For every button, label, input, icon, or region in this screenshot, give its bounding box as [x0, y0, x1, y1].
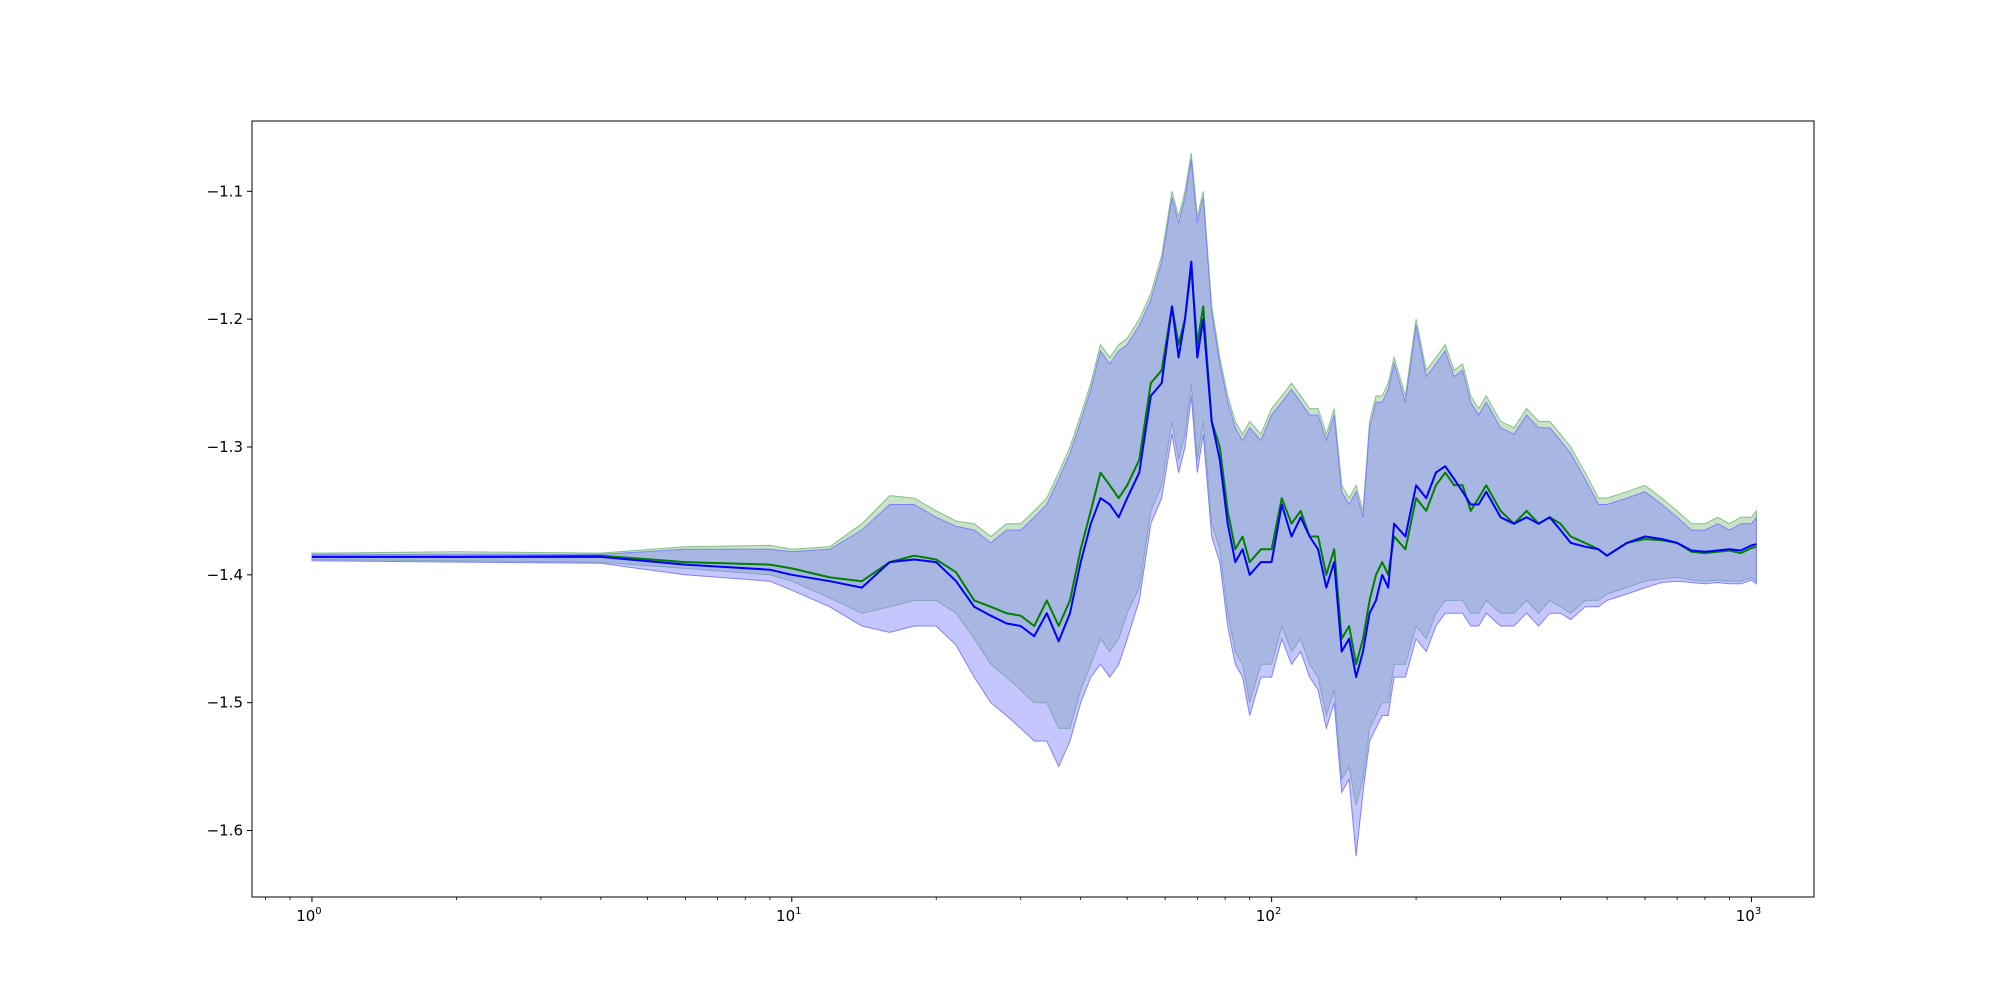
- green-series-line: [312, 267, 1757, 666]
- blue-series-line: [312, 260, 1757, 679]
- x-axis: 100 101 102 103: [265, 897, 1761, 925]
- y-tick-label: −1.5: [207, 694, 243, 712]
- confidence-bands: [311, 152, 1757, 857]
- x-tick-label: 103: [1736, 906, 1761, 925]
- plot-area-frame: [251, 120, 1815, 898]
- y-tick-label: −1.1: [207, 182, 243, 200]
- blue-confidence-band: [311, 159, 1757, 857]
- y-tick-label: −1.2: [207, 310, 243, 328]
- x-tick-label: 100: [296, 906, 321, 925]
- series-lines: [312, 260, 1757, 679]
- y-axis: −1.1 −1.2 −1.3 −1.4 −1.5 −1.6: [207, 182, 252, 840]
- y-tick-label: −1.3: [207, 438, 243, 456]
- x-tick-label: 102: [1256, 906, 1281, 925]
- y-tick-label: −1.6: [207, 822, 243, 840]
- y-tick-label: −1.4: [207, 566, 243, 584]
- x-tick-label: 101: [776, 906, 801, 925]
